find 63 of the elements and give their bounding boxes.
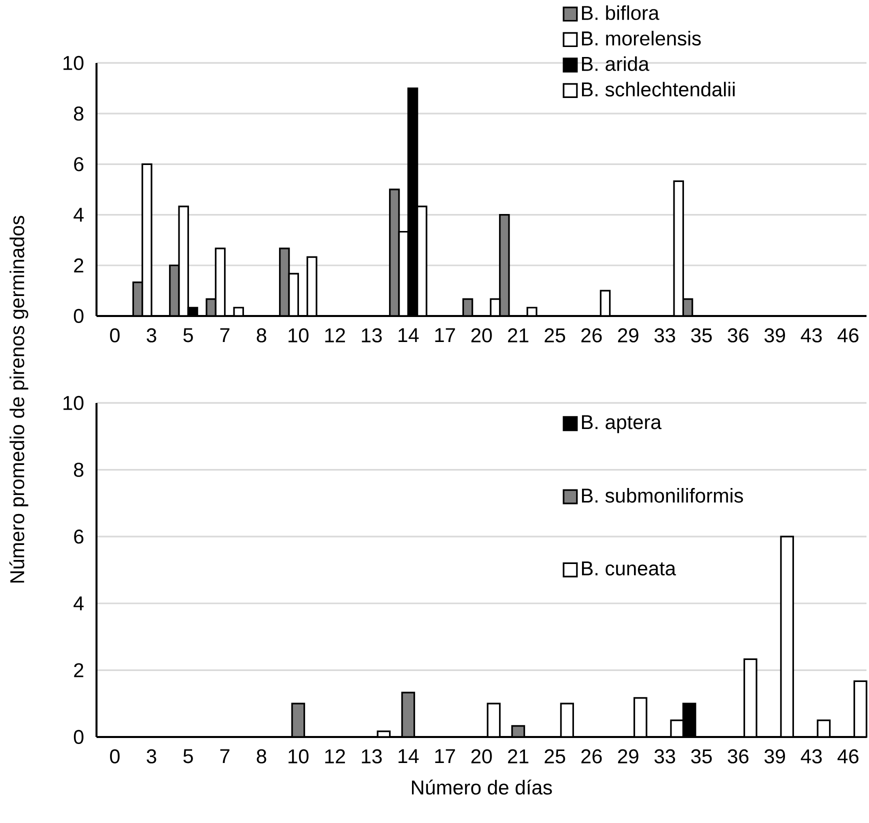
x-tick-label: 5 <box>183 749 193 764</box>
legend-label: B. arida <box>582 56 650 71</box>
x-tick-label: 5 <box>183 328 193 342</box>
x-tick-label: 35 <box>691 749 712 764</box>
x-tick-label: 13 <box>362 328 382 342</box>
x-tick-label: 0 <box>110 328 120 342</box>
y-tick-label: 0 <box>74 308 84 324</box>
y-tick-label: 0 <box>74 730 84 744</box>
x-tick-label: 25 <box>544 749 566 764</box>
legend-label: B. aptera <box>582 415 662 434</box>
x-tick-label: 29 <box>618 749 638 764</box>
x-tick-label: 46 <box>838 328 858 342</box>
x-tick-label: 26 <box>581 328 602 342</box>
y-axis-title: Número promedio de pirenos germinados <box>9 216 28 583</box>
x-tick-label: 8 <box>256 749 266 764</box>
x-tick-label: 21 <box>508 328 528 342</box>
x-tick-label: 33 <box>654 749 676 764</box>
x-tick-label: 3 <box>146 328 156 342</box>
x-tick-label: 39 <box>764 749 785 764</box>
legend-label: B. cuneata <box>582 562 676 576</box>
y-tick-label: 4 <box>74 596 84 610</box>
y-tick-label: 8 <box>74 106 84 121</box>
x-tick-label: 35 <box>691 328 712 342</box>
x-tick-label: 17 <box>435 749 455 764</box>
y-tick-label: 6 <box>74 530 84 544</box>
x-tick-label: 10 <box>288 328 308 342</box>
y-tick-label: 2 <box>74 663 84 678</box>
x-tick-label: 14 <box>398 749 419 764</box>
x-tick-label: 20 <box>471 328 492 342</box>
x-tick-label: 43 <box>800 328 822 342</box>
x-tick-label: 25 <box>544 328 566 342</box>
x-tick-label: 12 <box>325 328 345 342</box>
y-tick-label: 6 <box>74 157 84 172</box>
x-tick-label: 36 <box>728 328 748 342</box>
legend-label: B. submoniliformis <box>582 488 743 503</box>
x-tick-label: 14 <box>398 328 419 342</box>
x-tick-label: 10 <box>288 749 308 764</box>
x-tick-label: 26 <box>581 749 602 764</box>
x-tick-label: 33 <box>654 328 676 342</box>
x-tick-label: 39 <box>764 328 785 342</box>
legend-label: B. morelensis <box>582 30 701 46</box>
y-tick-label: 8 <box>74 462 84 477</box>
x-tick-label: 21 <box>508 749 528 764</box>
y-tick-label: 4 <box>74 208 84 222</box>
legend-label: B. schlechtendalii <box>582 82 735 96</box>
legend-label: B. biflora <box>582 5 660 20</box>
x-tick-label: 12 <box>325 749 345 764</box>
x-tick-label: 43 <box>800 749 822 764</box>
x-tick-label: 3 <box>146 749 156 764</box>
x-tick-label: 46 <box>838 749 858 764</box>
x-tick-label: 36 <box>728 749 748 764</box>
x-tick-label: 7 <box>220 749 230 764</box>
x-tick-label: 13 <box>362 749 382 764</box>
x-tick-label: 0 <box>110 749 120 764</box>
x-tick-label: 17 <box>435 328 455 342</box>
y-tick-label: 10 <box>64 396 84 410</box>
y-tick-label: 2 <box>74 258 84 272</box>
x-tick-label: 20 <box>471 749 492 764</box>
x-axis-title: Número de días <box>412 780 552 795</box>
x-tick-label: 29 <box>618 328 638 342</box>
y-tick-label: 10 <box>64 56 84 70</box>
x-tick-label: 7 <box>220 328 230 342</box>
x-tick-label: 8 <box>256 328 266 342</box>
